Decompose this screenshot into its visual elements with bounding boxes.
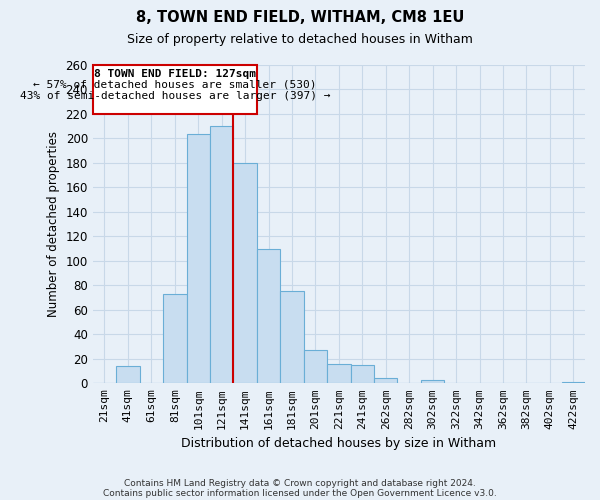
Text: 8 TOWN END FIELD: 127sqm: 8 TOWN END FIELD: 127sqm [94, 68, 256, 78]
Y-axis label: Number of detached properties: Number of detached properties [47, 131, 60, 317]
FancyBboxPatch shape [93, 65, 257, 114]
Text: Contains public sector information licensed under the Open Government Licence v3: Contains public sector information licen… [103, 488, 497, 498]
Bar [350, 365, 374, 384]
Bar [562, 382, 585, 384]
Bar [421, 380, 445, 384]
Bar [116, 366, 140, 384]
Text: 8, TOWN END FIELD, WITHAM, CM8 1EU: 8, TOWN END FIELD, WITHAM, CM8 1EU [136, 10, 464, 25]
Bar [163, 294, 187, 384]
Text: ← 57% of detached houses are smaller (530): ← 57% of detached houses are smaller (53… [33, 80, 317, 90]
Bar [187, 134, 210, 384]
Text: Contains HM Land Registry data © Crown copyright and database right 2024.: Contains HM Land Registry data © Crown c… [124, 478, 476, 488]
Bar [210, 126, 233, 384]
Bar [327, 364, 350, 384]
X-axis label: Distribution of detached houses by size in Witham: Distribution of detached houses by size … [181, 437, 496, 450]
Text: Size of property relative to detached houses in Witham: Size of property relative to detached ho… [127, 32, 473, 46]
Bar [280, 292, 304, 384]
Bar [304, 350, 327, 384]
Bar [374, 378, 397, 384]
Bar [233, 163, 257, 384]
Text: 43% of semi-detached houses are larger (397) →: 43% of semi-detached houses are larger (… [20, 90, 330, 101]
Bar [257, 248, 280, 384]
